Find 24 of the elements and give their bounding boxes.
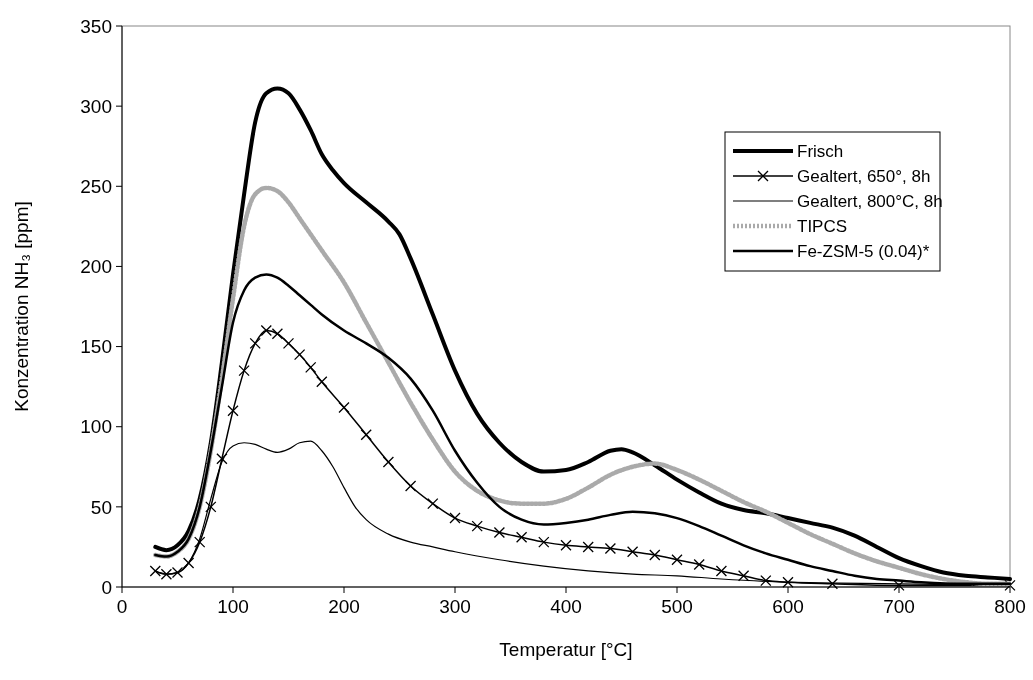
legend-label: Gealtert, 800°C, 8h: [797, 191, 943, 211]
y-tick-label: 0: [101, 576, 112, 598]
legend-label: Gealtert, 650°, 8h: [797, 166, 931, 186]
x-tick-label: 100: [217, 596, 249, 617]
x-tick-label: 200: [328, 596, 360, 617]
y-axis-title: Konzentration NH₃ [ppm]: [11, 201, 32, 412]
x-tick-label: 500: [661, 596, 693, 617]
y-tick-label: 300: [80, 95, 112, 117]
x-tick-label: 0: [116, 596, 128, 617]
legend-label: Frisch: [797, 141, 844, 161]
x-tick-label: 300: [439, 596, 471, 617]
y-tick-label: 200: [80, 256, 112, 278]
x-tick-label: 400: [550, 596, 582, 617]
x-tick-label: 700: [883, 596, 915, 617]
x-axis-title: Temperatur [°C]: [499, 639, 633, 660]
y-tick-label: 150: [80, 336, 112, 358]
y-tick-label: 100: [80, 416, 112, 438]
x-tick-label: 800: [994, 596, 1026, 617]
legend-label: TIPCS: [797, 216, 848, 236]
x-tick-label: 600: [772, 596, 804, 617]
y-tick-label: 350: [80, 15, 112, 37]
y-tick-label: 250: [80, 175, 112, 197]
y-tick-label: 50: [90, 496, 112, 518]
legend-label: Fe-ZSM-5 (0.04)*: [797, 241, 930, 261]
